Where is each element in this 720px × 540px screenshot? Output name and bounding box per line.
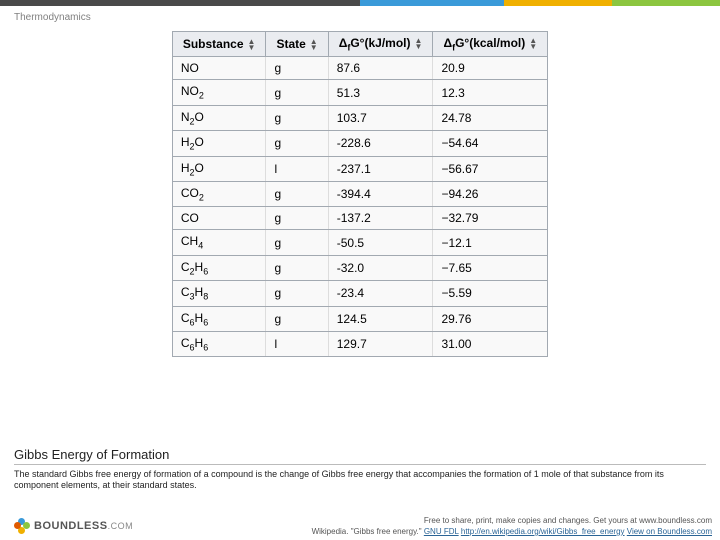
table-cell: -23.4 — [328, 281, 433, 306]
table-cell: −5.59 — [433, 281, 548, 306]
table-row: C3H8g-23.4−5.59 — [172, 281, 547, 306]
table-header-row: Substance▲▼State▲▼ΔfG°(kJ/mol)▲▼ΔfG°(kca… — [172, 32, 547, 57]
table-cell: g — [266, 230, 328, 255]
table-cell: -228.6 — [328, 131, 433, 156]
sort-icon[interactable]: ▲▼ — [248, 39, 256, 51]
footer-view-link[interactable]: View on Boundless.com — [627, 527, 712, 536]
table-cell: 12.3 — [433, 80, 548, 105]
table-cell: −32.79 — [433, 207, 548, 230]
table-row: CH4g-50.5−12.1 — [172, 230, 547, 255]
caption-area: Gibbs Energy of Formation The standard G… — [14, 447, 706, 492]
table-cell: −94.26 — [433, 181, 548, 206]
table-cell: g — [266, 131, 328, 156]
table-cell: 129.7 — [328, 331, 433, 356]
table-cell: 20.9 — [433, 57, 548, 80]
table-cell: l — [266, 156, 328, 181]
table-cell: g — [266, 306, 328, 331]
table-cell: 51.3 — [328, 80, 433, 105]
table-cell: C6H6 — [172, 306, 266, 331]
top-bar-segment — [612, 0, 720, 6]
table-cell: N2O — [172, 105, 266, 130]
table-cell: −12.1 — [433, 230, 548, 255]
footer-source: Wikipedia. "Gibbs free energy." — [312, 527, 424, 536]
table-cell: H2O — [172, 131, 266, 156]
table-cell: -237.1 — [328, 156, 433, 181]
table-cell: g — [266, 181, 328, 206]
table-cell: 31.00 — [433, 331, 548, 356]
sort-icon[interactable]: ▲▼ — [415, 38, 423, 50]
top-bar-segment — [0, 0, 360, 6]
table-row: C2H6g-32.0−7.65 — [172, 255, 547, 280]
table-cell: g — [266, 80, 328, 105]
section-label: Thermodynamics — [0, 6, 720, 23]
table-row: N2Og103.724.78 — [172, 105, 547, 130]
table-cell: NO — [172, 57, 266, 80]
table-cell: C2H6 — [172, 255, 266, 280]
column-header[interactable]: ΔfG°(kcal/mol)▲▼ — [433, 32, 548, 57]
table-cell: -50.5 — [328, 230, 433, 255]
table-cell: CH4 — [172, 230, 266, 255]
table-cell: C3H8 — [172, 281, 266, 306]
table-container: Substance▲▼State▲▼ΔfG°(kJ/mol)▲▼ΔfG°(kca… — [0, 31, 720, 357]
table-cell: g — [266, 207, 328, 230]
sort-icon[interactable]: ▲▼ — [310, 39, 318, 51]
table-cell: −56.67 — [433, 156, 548, 181]
caption-title: Gibbs Energy of Formation — [14, 447, 706, 465]
table-cell: 24.78 — [433, 105, 548, 130]
footer-attribution: Wikipedia. "Gibbs free energy." GNU FDL … — [14, 527, 712, 536]
sort-icon[interactable]: ▲▼ — [529, 38, 537, 50]
table-cell: −7.65 — [433, 255, 548, 280]
top-bar-segment — [360, 0, 504, 6]
table-cell: g — [266, 281, 328, 306]
table-cell: l — [266, 331, 328, 356]
table-cell: CO — [172, 207, 266, 230]
top-bar-segment — [504, 0, 612, 6]
table-cell: CO2 — [172, 181, 266, 206]
top-color-bar — [0, 0, 720, 6]
table-cell: g — [266, 255, 328, 280]
footer: Free to share, print, make copies and ch… — [14, 516, 712, 536]
gibbs-table: Substance▲▼State▲▼ΔfG°(kJ/mol)▲▼ΔfG°(kca… — [172, 31, 548, 357]
table-cell: -137.2 — [328, 207, 433, 230]
caption-body: The standard Gibbs free energy of format… — [14, 469, 706, 492]
table-cell: 29.76 — [433, 306, 548, 331]
table-row: C6H6g124.529.76 — [172, 306, 547, 331]
table-cell: 103.7 — [328, 105, 433, 130]
table-row: NO2g51.312.3 — [172, 80, 547, 105]
table-cell: −54.64 — [433, 131, 548, 156]
table-row: H2Ol-237.1−56.67 — [172, 156, 547, 181]
table-cell: -394.4 — [328, 181, 433, 206]
table-cell: C6H6 — [172, 331, 266, 356]
table-row: NOg87.620.9 — [172, 57, 547, 80]
column-header[interactable]: State▲▼ — [266, 32, 328, 57]
table-cell: -32.0 — [328, 255, 433, 280]
table-body: NOg87.620.9NO2g51.312.3N2Og103.724.78H2O… — [172, 57, 547, 357]
table-cell: NO2 — [172, 80, 266, 105]
column-header[interactable]: Substance▲▼ — [172, 32, 266, 57]
footer-url-link[interactable]: http://en.wikipedia.org/wiki/Gibbs_free_… — [461, 527, 625, 536]
table-row: COg-137.2−32.79 — [172, 207, 547, 230]
table-cell: H2O — [172, 156, 266, 181]
column-header[interactable]: ΔfG°(kJ/mol)▲▼ — [328, 32, 433, 57]
table-cell: 124.5 — [328, 306, 433, 331]
table-row: CO2g-394.4−94.26 — [172, 181, 547, 206]
table-row: C6H6l129.731.00 — [172, 331, 547, 356]
table-row: H2Og-228.6−54.64 — [172, 131, 547, 156]
table-cell: g — [266, 57, 328, 80]
footer-license-link[interactable]: GNU FDL — [424, 527, 459, 536]
table-cell: g — [266, 105, 328, 130]
table-cell: 87.6 — [328, 57, 433, 80]
footer-share-text: Free to share, print, make copies and ch… — [14, 516, 712, 525]
